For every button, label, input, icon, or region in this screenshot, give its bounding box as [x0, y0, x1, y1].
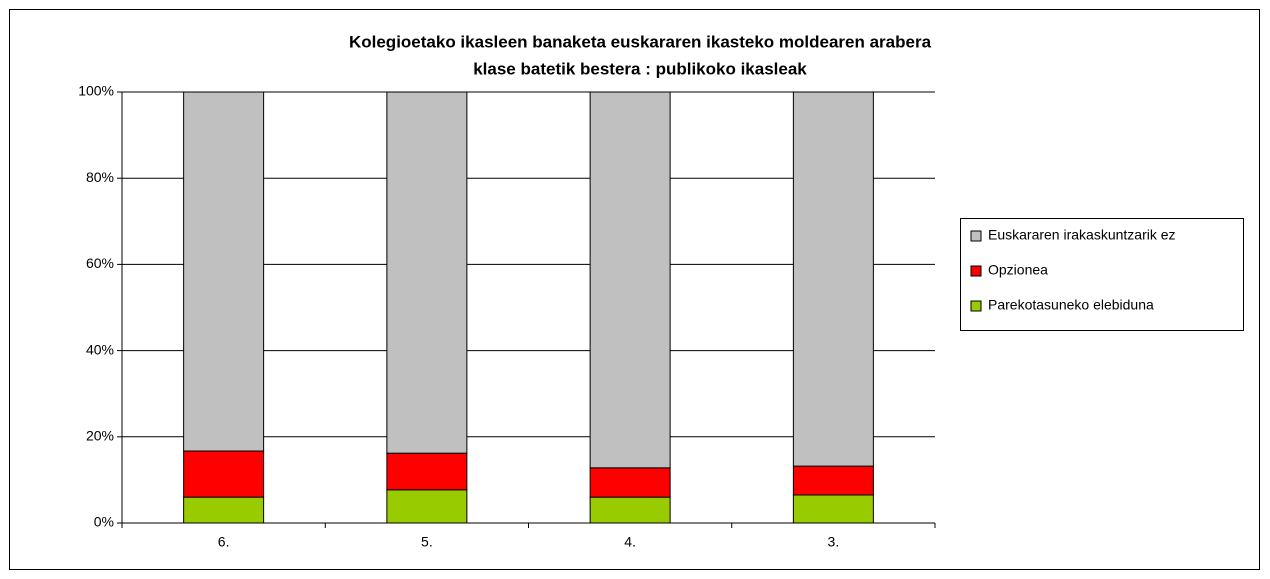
bar-segment: [792, 91, 874, 467]
legend-swatch: [970, 300, 982, 312]
x-tick-label: 4.: [624, 534, 636, 550]
bar-segment: [183, 496, 265, 524]
legend-swatch: [970, 265, 982, 277]
bar-segment: [589, 467, 671, 498]
x-tick-label: 3.: [828, 534, 840, 550]
bar-segment: [589, 496, 671, 524]
bar-segment: [386, 452, 468, 491]
chart-title: klase batetik bestera : publikoko ikasle…: [473, 59, 807, 78]
y-tick-label: 40%: [86, 341, 114, 357]
bar-segment: [183, 450, 265, 498]
y-tick-label: 80%: [86, 169, 114, 185]
y-tick-label: 100%: [78, 83, 114, 99]
bar-segment: [386, 91, 468, 454]
legend-label: Euskararen irakaskuntzarik ez: [988, 227, 1176, 243]
x-tick-label: 5.: [421, 534, 433, 550]
legend-swatch: [970, 230, 982, 242]
y-tick-label: 20%: [86, 428, 114, 444]
bar-segment: [792, 465, 874, 496]
bar-segment: [386, 489, 468, 524]
x-tick-label: 6.: [218, 534, 230, 550]
legend-box: [960, 218, 1244, 331]
bar-segment: [792, 494, 874, 524]
bar-segment: [589, 91, 671, 469]
legend-label: Parekotasuneko elebiduna: [988, 297, 1154, 313]
bar-segment: [183, 91, 265, 452]
chart-title: Kolegioetako ikasleen banaketa euskarare…: [349, 32, 932, 51]
legend-label: Opzionea: [988, 262, 1048, 278]
y-tick-label: 0%: [94, 514, 114, 530]
y-tick-label: 60%: [86, 255, 114, 271]
